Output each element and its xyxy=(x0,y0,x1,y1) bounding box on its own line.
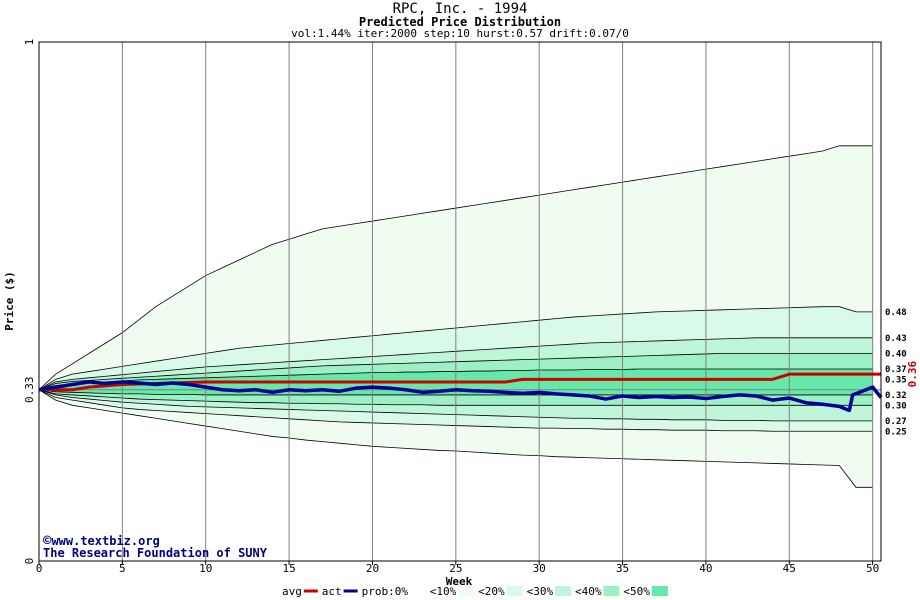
x-tick-label: 50 xyxy=(866,562,879,575)
x-tick-label: 0 xyxy=(36,562,43,575)
legend-swatch-box xyxy=(458,586,475,596)
legend-label: <50% xyxy=(623,585,650,598)
y-axis-label: Price ($) xyxy=(3,271,16,331)
series-avg xyxy=(39,372,881,392)
legend-label: prob:0% xyxy=(362,585,409,598)
legend-swatch-box xyxy=(409,586,426,596)
right-level-labels: 0.48 0.43 0.40 0.370.35 0.320.30 0.270.25 xyxy=(885,308,907,437)
right-level-label: 0.30 xyxy=(885,401,907,411)
credit-site: ©www.textbiz.org xyxy=(43,533,160,549)
current-price-label: 0.36 xyxy=(906,361,919,388)
right-level-label: 0.43 xyxy=(885,334,907,344)
right-level-label: 0.32 xyxy=(885,391,907,401)
legend-label: avg xyxy=(282,585,302,598)
x-axis-label: Week xyxy=(446,575,473,588)
chart-params: vol:1.44% iter:2000 step:10 hurst:0.57 d… xyxy=(291,27,629,40)
y-tick-label: 0 xyxy=(23,558,36,565)
legend-label: <30% xyxy=(527,585,554,598)
legend: avg act prob:0% <10% <20% <30% <40% <50% xyxy=(282,585,668,598)
copyright-icon: © xyxy=(43,533,52,549)
series-act xyxy=(38,380,883,413)
plot-frame xyxy=(38,41,882,562)
x-tick-label: 10 xyxy=(199,562,212,575)
legend-swatch-box xyxy=(651,586,668,596)
x-tick-label: 15 xyxy=(282,562,295,575)
legend-swatch-box xyxy=(555,586,571,596)
legend-label: <40% xyxy=(575,585,602,598)
x-tick-label: 30 xyxy=(533,562,546,575)
grid xyxy=(39,42,881,561)
right-level-label: 0.27 xyxy=(885,417,907,427)
right-level-label: 0.40 xyxy=(885,349,907,359)
chart-title: RPC, Inc. - 1994 xyxy=(393,1,528,17)
x-axis-ticks: 0 5 10 15 20 25 30 35 40 45 50 xyxy=(36,561,879,575)
series-lines xyxy=(38,372,883,413)
x-tick-label: 20 xyxy=(366,562,379,575)
legend-swatch-box xyxy=(506,586,523,596)
right-level-label: 0.35 xyxy=(885,375,907,385)
x-tick-label: 40 xyxy=(699,562,712,575)
legend-label: act xyxy=(322,585,342,598)
legend-swatch-box xyxy=(603,586,620,596)
y-axis-ticks: 0 0.33 1 xyxy=(23,39,36,565)
x-tick-label: 25 xyxy=(449,562,462,575)
x-tick-label: 45 xyxy=(783,562,796,575)
legend-label: <20% xyxy=(478,585,505,598)
chart-subtitle: Predicted Price Distribution xyxy=(359,15,561,29)
legend-label: <10% xyxy=(430,585,457,598)
right-level-label: 0.25 xyxy=(885,427,907,437)
right-level-label: 0.48 xyxy=(885,308,907,318)
y-tick-label: 1 xyxy=(23,39,36,46)
credits: ©www.textbiz.org The Research Foundation… xyxy=(43,533,268,560)
x-tick-label: 5 xyxy=(119,562,126,575)
y-tick-label: 0.33 xyxy=(23,376,36,403)
right-level-label: 0.37 xyxy=(885,365,907,375)
x-tick-label: 35 xyxy=(616,562,629,575)
credit-org: The Research Foundation of SUNY xyxy=(43,546,268,560)
